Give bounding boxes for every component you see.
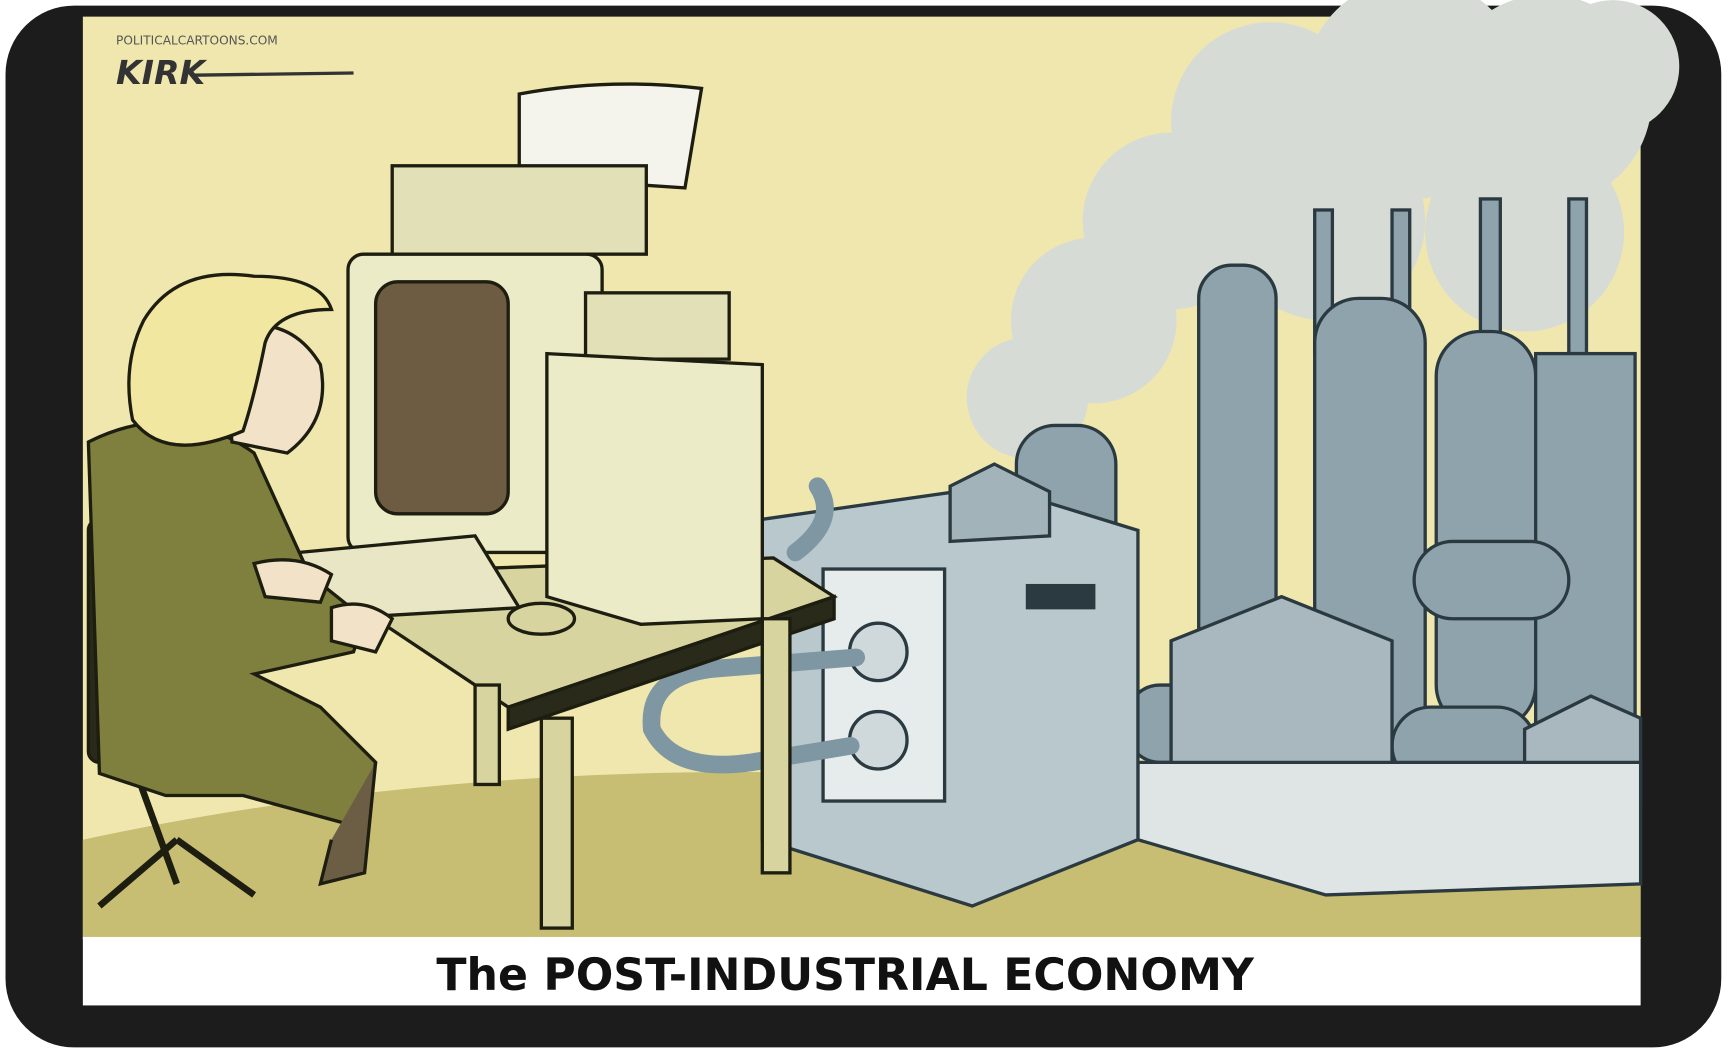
cartoon-frame: POLITICALCARTOONS.COM KIRK The POST-INDU… — [0, 0, 1729, 1053]
page: POLITICALCARTOONS.COM KIRK The POST-INDU… — [0, 0, 1729, 1053]
caption: The POST-INDUSTRIAL ECONOMY — [436, 950, 1255, 1001]
signature-artist: KIRK — [116, 53, 208, 92]
signature-site: POLITICALCARTOONS.COM — [116, 33, 278, 47]
signature-underline — [193, 73, 353, 75]
